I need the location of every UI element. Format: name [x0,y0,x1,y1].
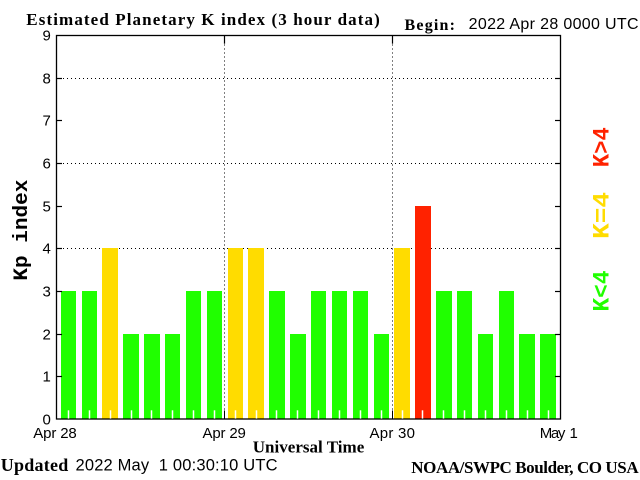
svg-text:Begin:: Begin: [405,17,456,34]
svg-text:2022 May 1 00:30:10 UTC: 2022 May 1 00:30:10 UTC [76,457,278,475]
svg-text:Estimated Planetary K index (3: Estimated Planetary K index (3 hour data… [26,10,380,29]
svg-text:2022 Apr 28 0000 UTC: 2022 Apr 28 0000 UTC [469,16,639,33]
svg-text:0: 0 [42,412,50,429]
svg-text:4: 4 [42,241,50,258]
svg-text:Universal Time: Universal Time [253,438,365,457]
svg-text:May 1: May 1 [540,425,578,442]
svg-text:Updated: Updated [1,455,69,475]
svg-text:3: 3 [42,284,50,301]
svg-text:6: 6 [42,156,50,173]
svg-text:2: 2 [42,327,50,344]
svg-text:Apr 28: Apr 28 [33,425,77,442]
svg-text:1: 1 [42,369,50,386]
svg-text:NOAA/SWPC Boulder, CO USA: NOAA/SWPC Boulder, CO USA [411,458,639,477]
svg-text:5: 5 [42,199,50,216]
svg-text:Kp index: Kp index [11,180,34,281]
svg-text:K=4: K=4 [589,192,615,239]
svg-text:7: 7 [42,113,50,130]
svg-text:K>4: K>4 [589,127,615,167]
svg-text:Apr 29: Apr 29 [203,425,246,442]
svg-text:8: 8 [42,71,50,88]
svg-text:K<4: K<4 [589,270,615,311]
svg-text:9: 9 [42,28,50,45]
svg-text:Apr 30: Apr 30 [369,425,415,442]
